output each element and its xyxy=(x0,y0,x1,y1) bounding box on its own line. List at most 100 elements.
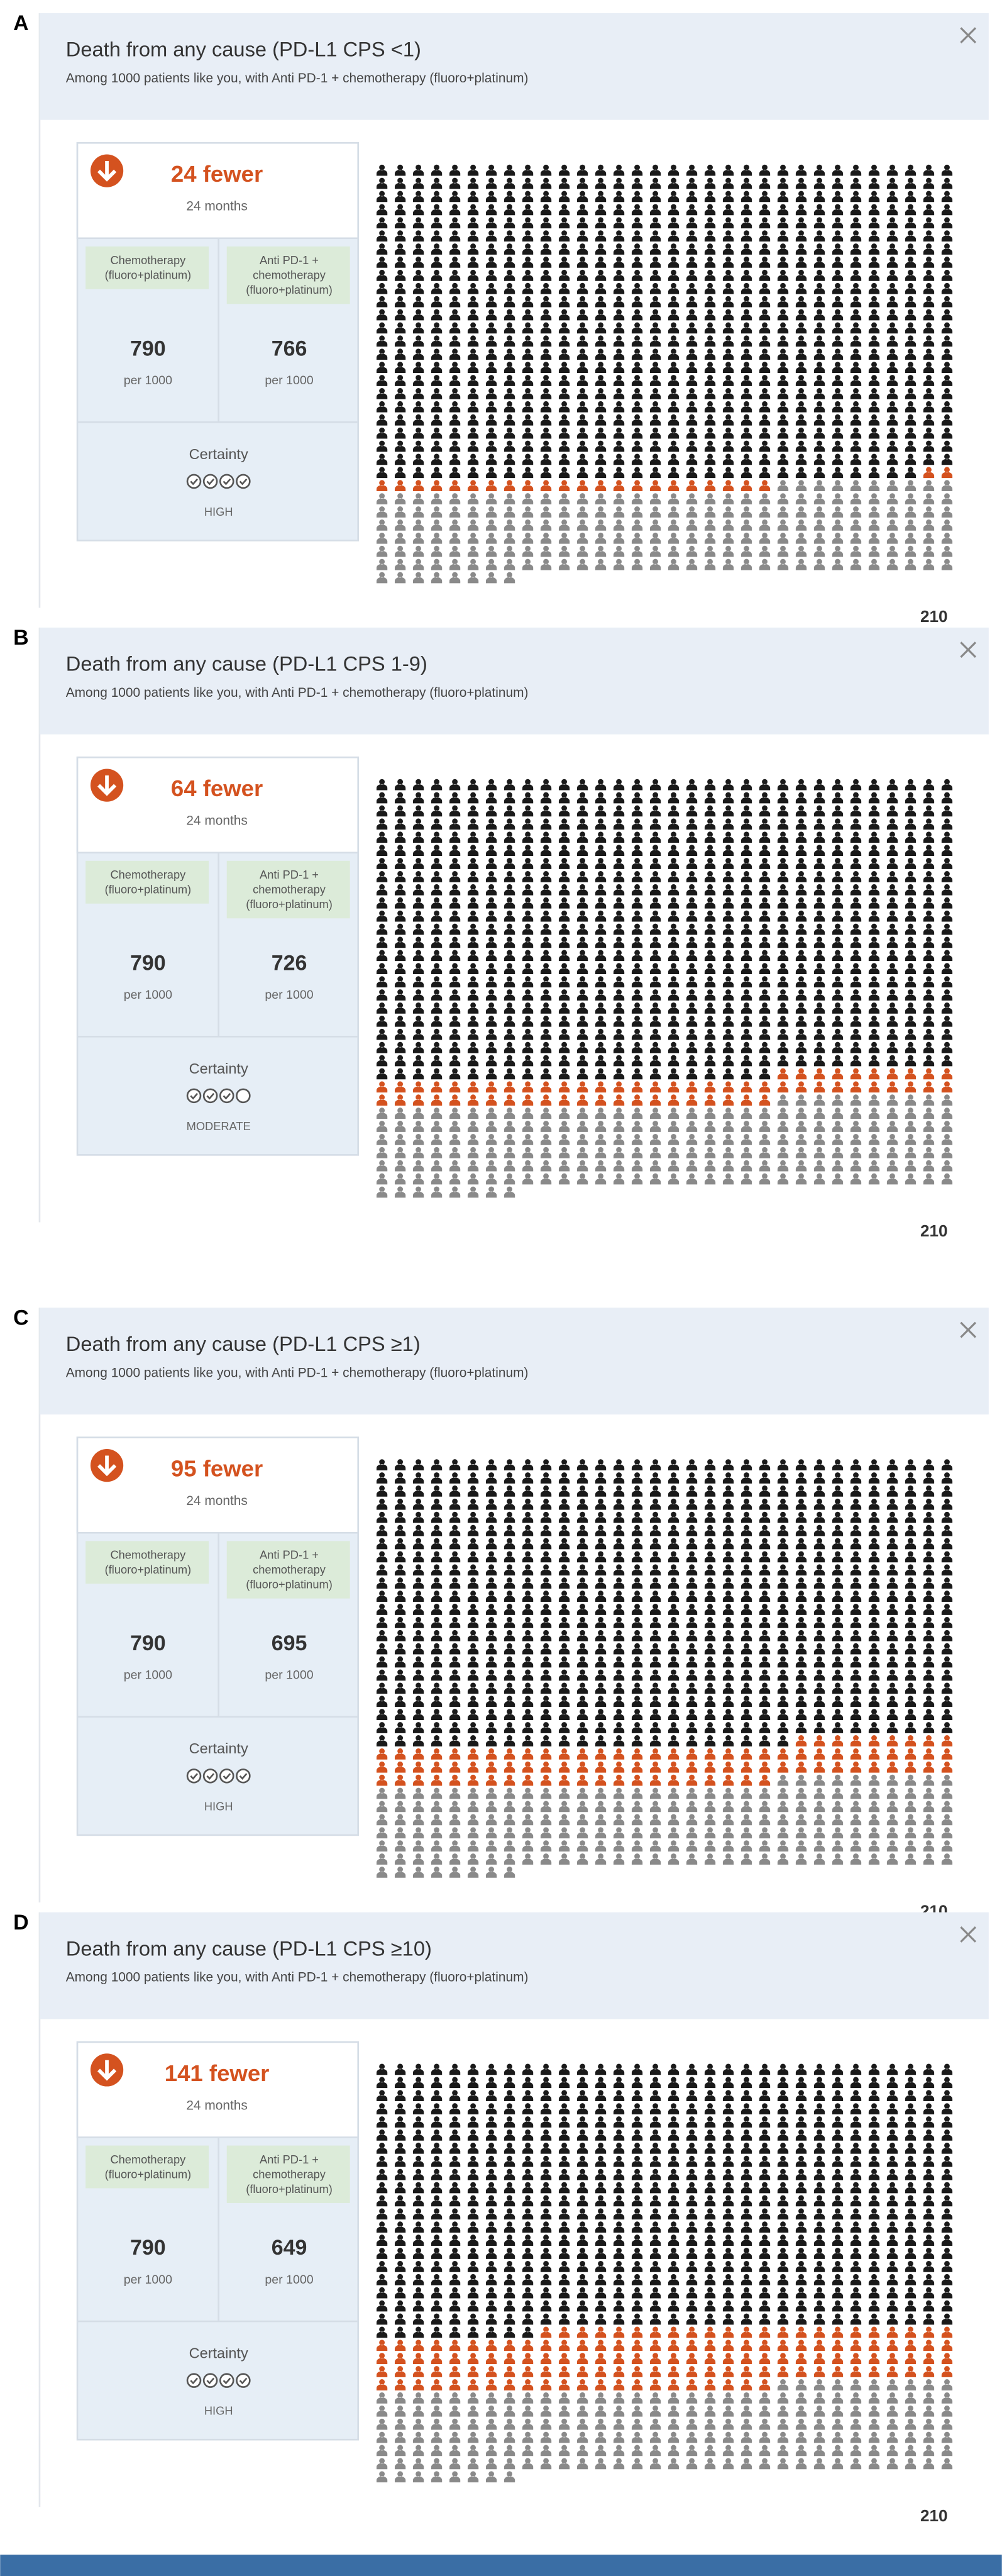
icon-death xyxy=(431,322,443,334)
icon-death xyxy=(832,950,844,962)
close-button[interactable] xyxy=(960,27,977,44)
icon-avoided-death xyxy=(813,1068,825,1080)
icon-death xyxy=(631,1041,643,1053)
icon-death xyxy=(412,2248,424,2259)
icon-survivor xyxy=(504,519,515,531)
icon-avoided-death xyxy=(759,1094,771,1106)
icon-death xyxy=(431,1564,443,1576)
icon-death xyxy=(576,1656,588,1668)
close-button[interactable] xyxy=(960,641,977,658)
icon-death xyxy=(850,1656,862,1668)
icon-survivor xyxy=(412,558,424,570)
icon-death xyxy=(540,2221,552,2233)
icon-death xyxy=(777,1028,789,1040)
icon-death xyxy=(649,2116,661,2128)
icon-death xyxy=(522,2326,534,2338)
icon-death xyxy=(850,453,862,465)
icon-death xyxy=(668,2063,680,2075)
icon-death xyxy=(412,871,424,882)
icon-death xyxy=(941,2221,953,2233)
icon-death xyxy=(704,296,716,308)
icon-survivor xyxy=(649,532,661,544)
icon-death xyxy=(886,2077,898,2089)
icon-death xyxy=(504,243,515,255)
icon-death xyxy=(886,2260,898,2272)
close-button[interactable] xyxy=(960,1926,977,1943)
icon-death xyxy=(686,976,698,987)
icon-death xyxy=(686,1696,698,1707)
icon-survivor xyxy=(376,1173,388,1185)
icon-death xyxy=(704,858,716,869)
icon-avoided-death xyxy=(759,1748,771,1760)
icon-avoided-death xyxy=(704,1748,716,1760)
icon-death xyxy=(886,2142,898,2154)
icon-death xyxy=(668,440,680,452)
icon-death xyxy=(613,177,625,189)
icon-avoided-death xyxy=(740,480,752,492)
icon-death xyxy=(431,1577,443,1589)
icon-death xyxy=(431,164,443,176)
icon-death xyxy=(777,2248,789,2259)
icon-death xyxy=(832,845,844,856)
icon-death xyxy=(740,2221,752,2233)
icon-death xyxy=(813,1028,825,1040)
icon-death xyxy=(777,296,789,308)
icon-avoided-death xyxy=(722,480,734,492)
icon-death xyxy=(522,335,534,347)
icon-survivor xyxy=(558,506,570,518)
icon-death xyxy=(923,1669,935,1681)
icon-death xyxy=(631,1551,643,1563)
icon-death xyxy=(941,2273,953,2285)
icon-survivor xyxy=(595,2431,607,2443)
icon-death xyxy=(941,871,953,882)
icon-death xyxy=(649,1564,661,1576)
icon-death xyxy=(558,2248,570,2259)
icon-survivor xyxy=(431,519,443,531)
icon-death xyxy=(704,164,716,176)
panel-letter: A xyxy=(13,11,29,35)
icon-death xyxy=(431,414,443,426)
icon-death xyxy=(740,818,752,830)
icon-death xyxy=(813,348,825,360)
icon-death xyxy=(449,2077,461,2089)
icon-survivor xyxy=(467,558,479,570)
icon-death xyxy=(540,467,552,479)
icon-death xyxy=(777,1055,789,1067)
icon-death xyxy=(431,401,443,413)
icon-death xyxy=(777,1041,789,1053)
icon-death xyxy=(595,1459,607,1470)
icon-death xyxy=(795,818,807,830)
icon-death xyxy=(686,1028,698,1040)
icon-survivor xyxy=(485,532,497,544)
icon-death xyxy=(740,831,752,843)
icon-death xyxy=(832,2077,844,2089)
icon-death xyxy=(686,1656,698,1668)
icon-survivor xyxy=(795,1814,807,1826)
icon-death xyxy=(813,1722,825,1733)
icon-survivor xyxy=(558,1108,570,1119)
icon-death xyxy=(522,1015,534,1027)
icon-death xyxy=(868,792,880,804)
close-button[interactable] xyxy=(960,1321,977,1338)
icon-death xyxy=(740,1709,752,1721)
icon-survivor xyxy=(394,506,406,518)
icon-death xyxy=(540,2063,552,2075)
icon-death xyxy=(923,164,935,176)
icon-avoided-death xyxy=(485,1774,497,1786)
icon-avoided-death xyxy=(631,2353,643,2365)
icon-death xyxy=(504,1538,515,1550)
icon-survivor xyxy=(777,2445,789,2457)
icon-death xyxy=(649,243,661,255)
icon-death xyxy=(467,1511,479,1523)
icon-avoided-death xyxy=(686,2326,698,2338)
icon-survivor xyxy=(485,1840,497,1852)
icon-death xyxy=(704,467,716,479)
icon-death xyxy=(485,1068,497,1080)
icon-death xyxy=(886,831,898,843)
icon-death xyxy=(595,217,607,229)
icon-death xyxy=(668,779,680,791)
comparator-label-box xyxy=(85,860,209,904)
icon-death xyxy=(704,362,716,373)
icon-death xyxy=(686,1629,698,1641)
icon-death xyxy=(467,1656,479,1668)
